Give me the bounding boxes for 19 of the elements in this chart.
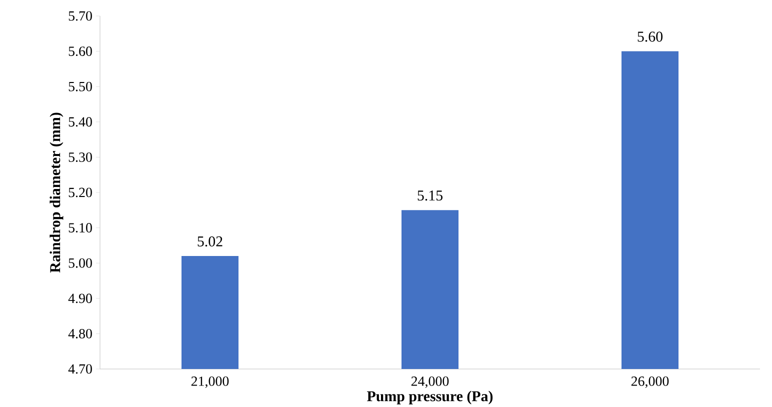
y-tick-label: 5.10 [68,223,92,233]
data-label: 5.02 [198,236,222,247]
data-label: 5.60 [638,32,663,42]
data-label: 5.15 [418,190,442,201]
y-tick-label: 5.50 [68,82,92,92]
y-axis-title: Raindrop diameter (mm) [50,112,64,273]
y-tick-label: 5.20 [68,188,92,198]
x-axis-title: Pump pressure (Pa) [367,390,493,404]
y-tick-label: 5.60 [68,46,92,56]
x-tick-label: 24,000 [411,376,449,388]
y-tick-label: 5.70 [68,11,92,21]
y-tick-label: 4.80 [68,328,92,338]
y-tick-label: 5.00 [68,258,92,268]
y-tick-label: 5.30 [68,152,92,162]
x-tick-label: 21,000 [191,376,229,388]
x-tick-label: 26,000 [631,376,669,388]
y-tick-label: 5.40 [68,117,92,127]
y-tick-label: 4.70 [68,364,92,374]
y-tick-label: 4.90 [68,294,92,304]
